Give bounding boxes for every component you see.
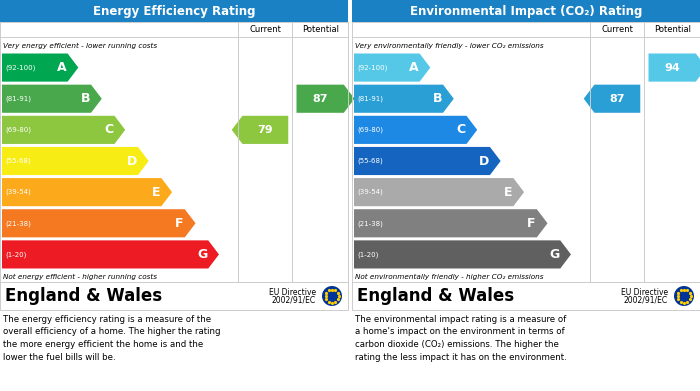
Text: A: A (57, 61, 66, 74)
Text: EU Directive: EU Directive (269, 288, 316, 297)
Bar (352, 0, 700, 22)
Polygon shape (2, 209, 195, 237)
Text: B: B (80, 92, 90, 105)
Text: (81-91): (81-91) (357, 95, 383, 102)
Text: (1-20): (1-20) (357, 251, 379, 258)
Polygon shape (354, 116, 477, 144)
Text: EU Directive: EU Directive (621, 288, 668, 297)
Text: (55-68): (55-68) (357, 158, 383, 164)
Text: F: F (527, 217, 536, 230)
Text: (92-100): (92-100) (357, 65, 387, 71)
Polygon shape (584, 84, 640, 113)
Text: C: C (456, 123, 466, 136)
Polygon shape (354, 147, 500, 175)
Circle shape (322, 286, 342, 306)
Text: F: F (175, 217, 184, 230)
Text: G: G (549, 248, 559, 261)
Text: Potential: Potential (302, 25, 339, 34)
Text: (92-100): (92-100) (5, 65, 36, 71)
Text: (69-80): (69-80) (5, 127, 31, 133)
Polygon shape (232, 116, 288, 144)
Text: C: C (104, 123, 113, 136)
Text: Very energy efficient - lower running costs: Very energy efficient - lower running co… (3, 43, 157, 48)
Polygon shape (297, 84, 354, 113)
Polygon shape (2, 240, 219, 269)
Text: Current: Current (249, 25, 281, 34)
Text: (39-54): (39-54) (5, 189, 31, 196)
Text: England & Wales: England & Wales (5, 287, 162, 305)
Text: England & Wales: England & Wales (357, 287, 514, 305)
Text: Very environmentally friendly - lower CO₂ emissions: Very environmentally friendly - lower CO… (355, 43, 544, 48)
Text: 79: 79 (258, 125, 273, 135)
Text: (55-68): (55-68) (5, 158, 31, 164)
Text: Environmental Impact (CO₂) Rating: Environmental Impact (CO₂) Rating (410, 5, 642, 18)
Polygon shape (648, 54, 700, 82)
Text: (21-38): (21-38) (357, 220, 383, 226)
Text: (69-80): (69-80) (357, 127, 383, 133)
Text: E: E (152, 186, 160, 199)
Polygon shape (2, 116, 125, 144)
Text: (1-20): (1-20) (5, 251, 27, 258)
Bar (352, 282, 700, 310)
Text: 87: 87 (312, 94, 328, 104)
Text: G: G (197, 248, 207, 261)
Circle shape (674, 286, 694, 306)
Polygon shape (354, 84, 454, 113)
Text: (39-54): (39-54) (357, 189, 383, 196)
Bar (0, 282, 348, 310)
Polygon shape (2, 178, 172, 206)
Polygon shape (354, 209, 547, 237)
Text: The energy efficiency rating is a measure of the
overall efficiency of a home. T: The energy efficiency rating is a measur… (3, 315, 220, 362)
Text: 87: 87 (610, 94, 625, 104)
Text: 94: 94 (664, 63, 680, 73)
Polygon shape (354, 178, 524, 206)
Text: Potential: Potential (654, 25, 691, 34)
Text: 2002/91/EC: 2002/91/EC (624, 296, 668, 305)
Text: 2002/91/EC: 2002/91/EC (272, 296, 316, 305)
Polygon shape (2, 54, 78, 82)
Text: Current: Current (601, 25, 634, 34)
Bar (0, 0, 348, 22)
Text: (21-38): (21-38) (5, 220, 31, 226)
Text: D: D (479, 154, 489, 167)
Text: Energy Efficiency Rating: Energy Efficiency Rating (92, 5, 256, 18)
Text: E: E (504, 186, 512, 199)
Polygon shape (2, 147, 148, 175)
Text: D: D (127, 154, 137, 167)
Polygon shape (354, 240, 571, 269)
Text: Not energy efficient - higher running costs: Not energy efficient - higher running co… (3, 274, 157, 280)
Polygon shape (2, 84, 101, 113)
Text: Not environmentally friendly - higher CO₂ emissions: Not environmentally friendly - higher CO… (355, 274, 543, 280)
Polygon shape (354, 54, 430, 82)
Text: A: A (409, 61, 419, 74)
Text: B: B (433, 92, 442, 105)
Text: The environmental impact rating is a measure of
a home's impact on the environme: The environmental impact rating is a mea… (355, 315, 567, 362)
Text: (81-91): (81-91) (5, 95, 31, 102)
